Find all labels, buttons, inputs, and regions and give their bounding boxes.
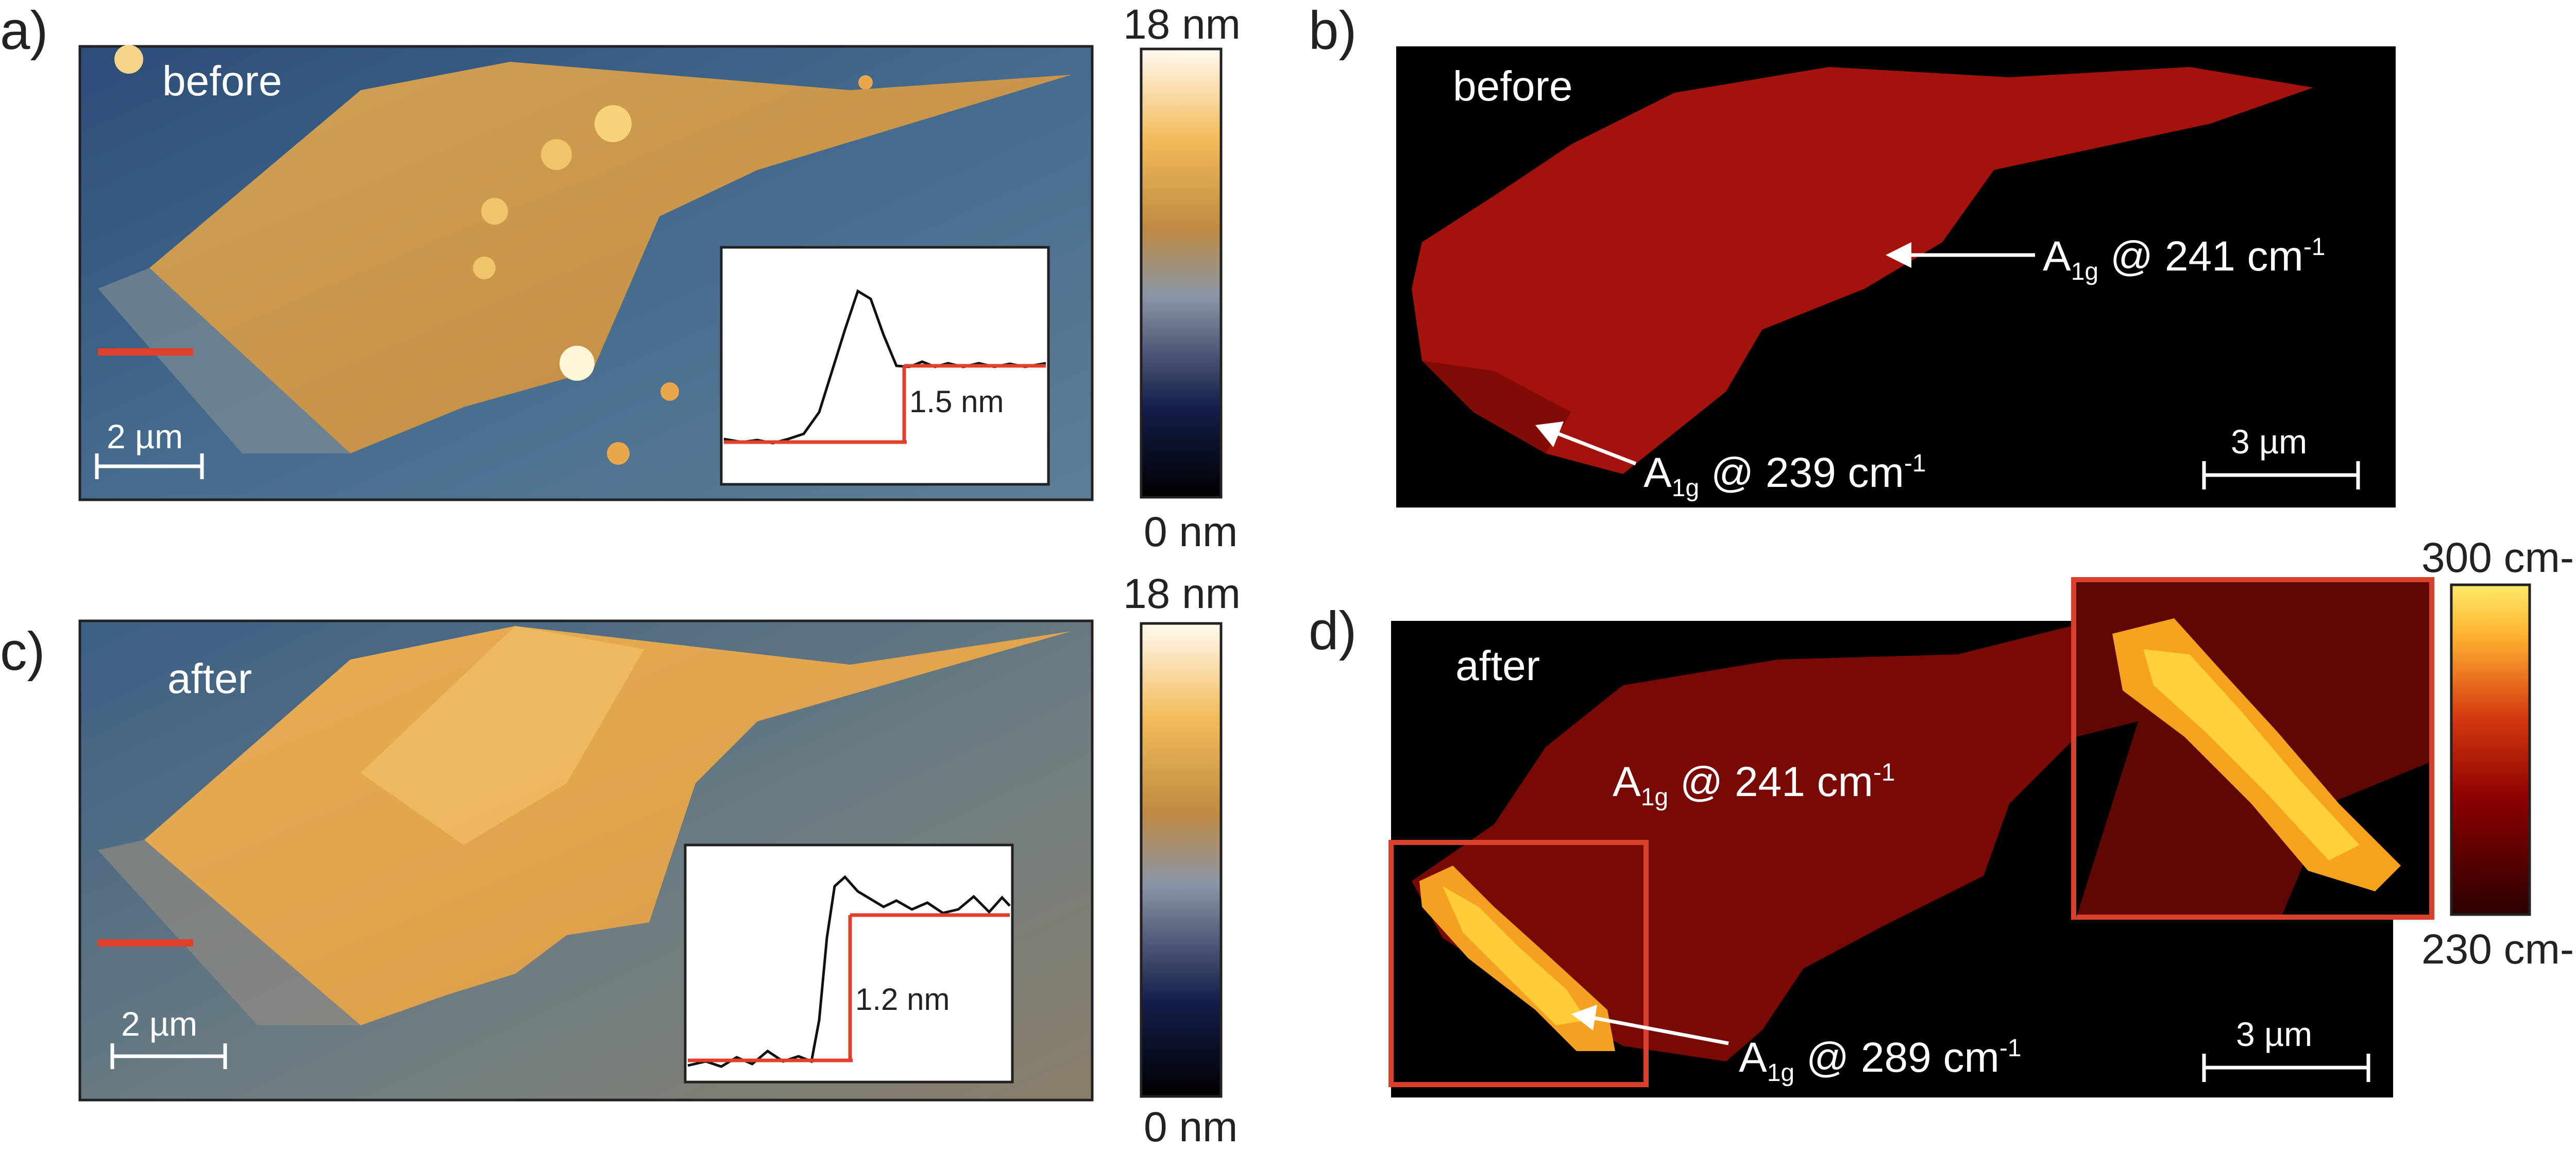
- svg-text:A1g @ 289 cm-1: A1g @ 289 cm-1: [1739, 1034, 2022, 1087]
- panel-a: a) before 2 µm 1.5 nm 18: [0, 1, 1241, 555]
- peak-text: @ 289 cm: [1794, 1034, 1999, 1081]
- afm-particle: [858, 75, 873, 90]
- profile-curve-c: [687, 875, 1011, 1068]
- panel-label-b: b): [1309, 1, 1357, 61]
- peak-text: @ 241 cm: [2098, 233, 2303, 280]
- colorbar-max-d: 300 cm-1: [2421, 534, 2576, 581]
- step-height-c: 1.2 nm: [855, 982, 950, 1017]
- peak-prefix: A: [2043, 233, 2071, 280]
- zoom-inset-d: [2071, 577, 2434, 920]
- peak-sub: 1g: [1641, 784, 1668, 811]
- peak-text: @ 239 cm: [1699, 449, 1904, 496]
- peak-annotation-b-239: A1g @ 239 cm-1: [1535, 421, 1926, 502]
- peak-annotation-b-241: A1g @ 241 cm-1: [1886, 233, 2326, 285]
- scalebar-label-b: 3 µm: [2231, 423, 2307, 461]
- panel-b: b) before A1g @ 241 cm-1 A1g @ 239 cm-1 …: [1309, 1, 2396, 508]
- colorbar-max-c: 18 nm: [1123, 570, 1241, 617]
- peak-sup: -1: [1904, 450, 1926, 477]
- peak-sup: -1: [1873, 759, 1895, 786]
- afm-particle: [114, 45, 143, 74]
- scalebar-a: 2 µm: [95, 417, 204, 479]
- panel-c: c) after 2 µm 1.2 nm 18 nm 0 nm: [0, 570, 1241, 1149]
- peak-prefix: A: [1613, 758, 1641, 805]
- colorbar-min-c: 0 nm: [1144, 1104, 1238, 1149]
- scalebar-label-a: 2 µm: [107, 417, 183, 455]
- raman-flake-b: [1412, 67, 2313, 474]
- height-profile-inset-a: 1.5 nm: [720, 246, 1050, 486]
- step-height-a: 1.5 nm: [909, 384, 1004, 419]
- panel-label-c: c): [0, 621, 45, 682]
- peak-sub: 1g: [1672, 475, 1699, 502]
- peak-prefix: A: [1739, 1034, 1767, 1081]
- state-label-b: before: [1453, 63, 1573, 110]
- afm-particle: [541, 139, 572, 170]
- afm-particle: [560, 346, 595, 381]
- raman-flake-d: [1412, 626, 2076, 1061]
- peak-sub: 1g: [2071, 258, 2098, 285]
- afm-flake-edge-a: [98, 268, 350, 453]
- scalebar-label-c: 2 µm: [121, 1005, 197, 1043]
- panel-label-a: a): [0, 1, 48, 61]
- colorbar-d: 300 cm-1 230 cm-1: [2421, 534, 2576, 973]
- afm-particle: [607, 442, 630, 465]
- scalebar-label-d: 3 µm: [2236, 1015, 2312, 1053]
- colorbar-min-a: 0 nm: [1144, 509, 1238, 555]
- afm-flake-c: [144, 626, 1072, 1025]
- afm-particle: [595, 105, 632, 142]
- afm-particle: [660, 382, 679, 401]
- peak-text: @ 241 cm: [1668, 758, 1873, 805]
- afm-particle: [473, 257, 496, 279]
- afm-flake-edge-c: [98, 840, 361, 1025]
- colorbar-min-d: 230 cm-1: [2421, 926, 2576, 973]
- height-profile-inset-c: 1.2 nm: [684, 843, 1014, 1084]
- svg-text:A1g @ 241 cm-1: A1g @ 241 cm-1: [2043, 233, 2326, 285]
- scalebar-c: 2 µm: [110, 1005, 227, 1069]
- scalebar-b: 3 µm: [2202, 423, 2360, 489]
- colorbar-a: 18 nm 0 nm: [1123, 1, 1241, 555]
- colorbar-c: 18 nm 0 nm: [1123, 570, 1241, 1149]
- peak-prefix: A: [1643, 449, 1672, 496]
- raman-flake-shade-b: [1422, 361, 1571, 453]
- peak-annotation-d-289: A1g @ 289 cm-1: [1571, 1005, 2022, 1087]
- state-label-a: before: [162, 58, 282, 105]
- colorbar-max-a: 18 nm: [1123, 1, 1241, 48]
- afm-terrace-c: [361, 626, 644, 845]
- peak-sub: 1g: [1767, 1059, 1794, 1087]
- svg-text:A1g @ 241 cm-1: A1g @ 241 cm-1: [1613, 758, 1895, 811]
- hotspot-box-d: [1388, 840, 1649, 1087]
- raman-hotspot-d: [1419, 866, 1615, 1051]
- afm-flake-a: [149, 62, 1072, 453]
- peak-sup: -1: [1999, 1035, 2022, 1062]
- peak-annotation-d-241: A1g @ 241 cm-1: [1613, 758, 1895, 811]
- panel-label-d: d): [1309, 601, 1357, 661]
- state-label-c: after: [167, 655, 252, 702]
- scalebar-d: 3 µm: [2202, 1015, 2370, 1082]
- peak-sup: -1: [2303, 233, 2326, 261]
- panel-d: d) after A1g @ 241 cm-1 A1g @ 289 cm-1: [1309, 534, 2576, 1097]
- svg-text:A1g @ 239 cm-1: A1g @ 239 cm-1: [1643, 449, 1926, 502]
- state-label-d: after: [1455, 643, 1540, 689]
- afm-particle: [481, 198, 508, 225]
